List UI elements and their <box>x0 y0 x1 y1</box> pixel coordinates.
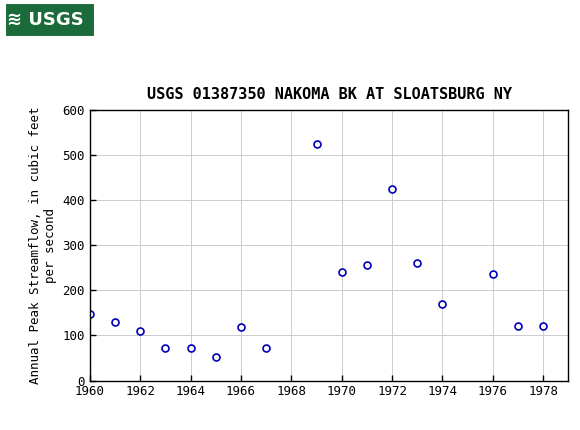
Y-axis label: Annual Peak Streamflow, in cubic feet
per second: Annual Peak Streamflow, in cubic feet pe… <box>29 106 57 384</box>
Title: USGS 01387350 NAKOMA BK AT SLOATSBURG NY: USGS 01387350 NAKOMA BK AT SLOATSBURG NY <box>147 86 512 101</box>
Text: ≋ USGS: ≋ USGS <box>7 11 84 29</box>
FancyBboxPatch shape <box>5 3 95 37</box>
